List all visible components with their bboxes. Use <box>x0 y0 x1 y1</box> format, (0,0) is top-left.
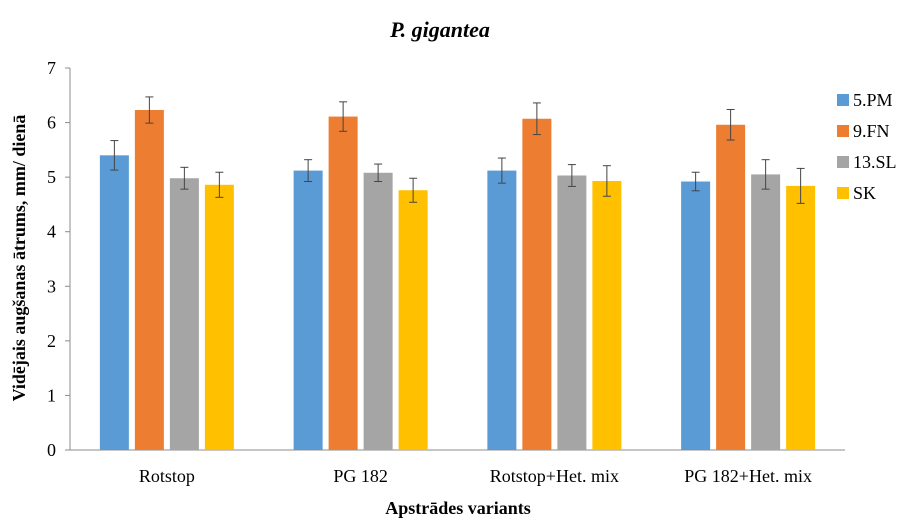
y-tick-label: 6 <box>47 113 56 133</box>
plot-area: 0 1 2 3 4 5 6 7 Rotstop PG 182 Rotstop+Het. mix PG … <box>47 58 845 486</box>
x-tick-label: PG 182 <box>333 466 388 486</box>
bar <box>363 172 393 450</box>
chart-title: P. gigantea <box>389 17 490 42</box>
bar <box>522 118 552 450</box>
x-tick-label: Rotstop+Het. mix <box>490 466 619 486</box>
bar <box>169 178 199 450</box>
bar <box>398 190 428 451</box>
legend-label: 5.PM <box>853 90 893 110</box>
bar <box>293 170 323 450</box>
bar <box>716 124 746 451</box>
bar <box>99 155 129 451</box>
legend-swatch <box>837 156 849 168</box>
y-tick-label: 7 <box>47 58 56 78</box>
x-tick-label: Rotstop <box>139 466 195 486</box>
legend: 5.PM 9.FN 13.SL SK <box>837 90 897 203</box>
y-tick-label: 1 <box>47 385 56 405</box>
legend-swatch <box>837 94 849 106</box>
bar <box>751 174 781 450</box>
y-tick-label: 5 <box>47 167 56 187</box>
bar <box>681 181 711 450</box>
bar <box>204 184 234 451</box>
bar <box>487 170 517 450</box>
legend-label: 13.SL <box>853 152 897 172</box>
x-tick-label: PG 182+Het. mix <box>684 466 812 486</box>
bar <box>592 180 622 450</box>
bar <box>328 116 358 450</box>
legend-label: 9.FN <box>853 121 890 141</box>
y-tick-label: 2 <box>47 331 56 351</box>
legend-swatch <box>837 125 849 137</box>
bar <box>557 175 587 450</box>
y-tick-label: 0 <box>47 440 56 460</box>
bar <box>786 185 816 451</box>
bar <box>134 110 164 451</box>
y-axis-title: Vidējais augšanas ātrums, mm/ dienā <box>9 115 29 402</box>
y-tick-label: 4 <box>47 222 56 242</box>
y-tick-label: 3 <box>47 276 56 296</box>
legend-label: SK <box>853 183 876 203</box>
legend-swatch <box>837 187 849 199</box>
x-axis-title: Apstrādes variants <box>385 498 531 518</box>
